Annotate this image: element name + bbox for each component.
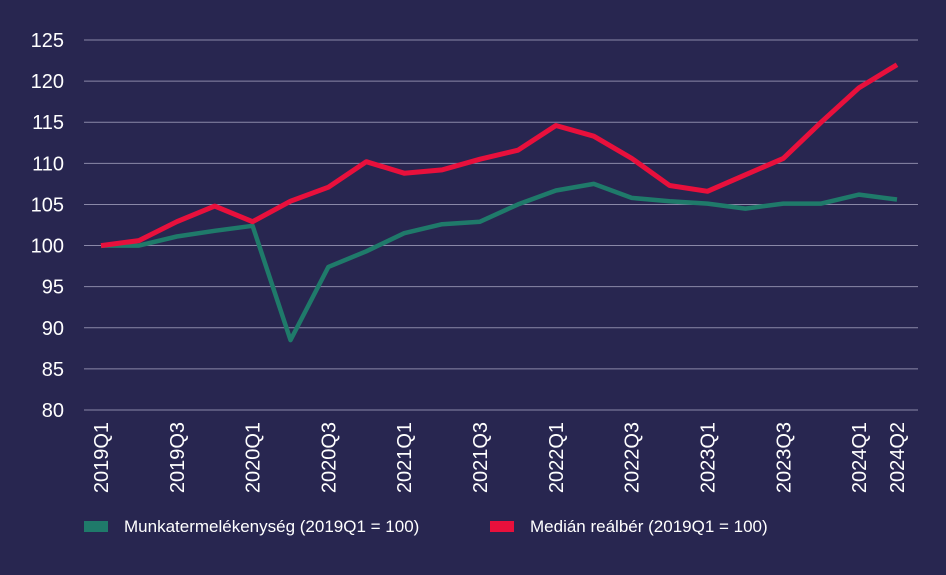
x-tick-label: 2024Q1 bbox=[849, 422, 871, 493]
x-tick-label: 2020Q3 bbox=[318, 422, 340, 493]
series-lines bbox=[100, 62, 899, 343]
x-tick-label: 2021Q1 bbox=[394, 422, 416, 493]
y-tick-label: 80 bbox=[42, 400, 64, 422]
y-tick-label: 125 bbox=[31, 30, 64, 52]
y-tick-label: 100 bbox=[31, 236, 64, 258]
y-tick-label: 85 bbox=[42, 359, 64, 381]
x-tick-label: 2023Q1 bbox=[697, 422, 719, 493]
x-tick-label: 2021Q3 bbox=[470, 422, 492, 493]
legend-label: Medián reálbér (2019Q1 = 100) bbox=[530, 517, 768, 536]
x-tick-label: 2019Q3 bbox=[167, 422, 189, 493]
x-axis-ticks: 2019Q1 2019Q3 2020Q1 2020Q3 2021Q1 2021Q3 2022… bbox=[91, 422, 909, 493]
x-tick-label: 2023Q3 bbox=[773, 422, 795, 493]
y-tick-label: 95 bbox=[42, 277, 64, 299]
y-tick-label: 110 bbox=[32, 153, 64, 175]
legend-swatch bbox=[84, 521, 108, 532]
y-tick-label: 90 bbox=[42, 318, 64, 340]
legend-swatch bbox=[490, 521, 514, 532]
y-tick-label: 120 bbox=[31, 71, 64, 93]
x-tick-label: 2024Q2 bbox=[887, 422, 909, 493]
series-line-median-realber bbox=[100, 62, 899, 249]
series-line-munkatermelekenyseg bbox=[101, 181, 898, 343]
gridlines bbox=[84, 39, 918, 411]
y-tick-label: 105 bbox=[31, 194, 64, 216]
legend-label: Munkatermelékenység (2019Q1 = 100) bbox=[124, 517, 419, 536]
x-tick-label: 2022Q3 bbox=[622, 422, 644, 493]
y-tick-label: 115 bbox=[32, 112, 64, 134]
x-tick-label: 2019Q1 bbox=[91, 422, 113, 493]
x-tick-label: 2020Q1 bbox=[243, 422, 265, 493]
legend: Munkatermelékenység (2019Q1 = 100) Medián… bbox=[84, 517, 768, 536]
x-tick-label: 2022Q1 bbox=[546, 422, 568, 493]
y-axis-ticks: 80 85 90 95 100 105 110 115 120 125 bbox=[31, 30, 64, 422]
